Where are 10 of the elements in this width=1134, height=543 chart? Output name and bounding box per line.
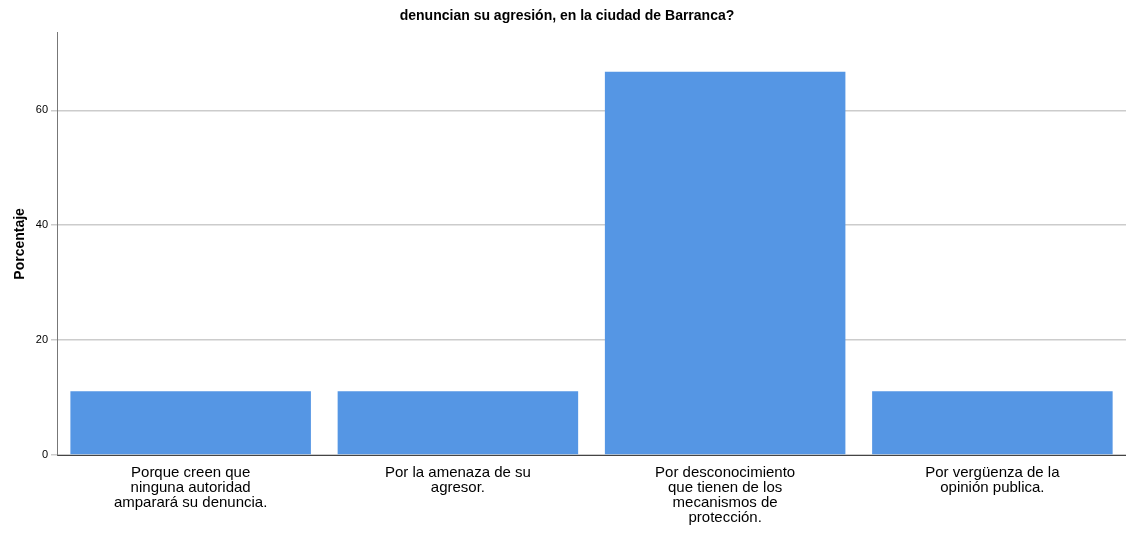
- chart-title: denuncian su agresión, en la ciudad de Barranca?: [399, 7, 735, 24]
- y-tick-label: 20: [35, 333, 49, 346]
- x-tick-label: Por la amenaza de su agresor.: [384, 462, 531, 495]
- y-tick-label: 40: [35, 218, 49, 231]
- y-tick-label: 60: [35, 103, 49, 116]
- y-tick-label: 0: [41, 448, 49, 461]
- x-tick-label: Por vergüenza de la opinión publica.: [925, 462, 1061, 495]
- x-tick-label: Porque creen que ninguna autoridad amparará su denuncia.: [113, 462, 268, 510]
- x-tick-label: Por desconocimiento que tienen de los mecanismos de protección.: [655, 462, 796, 525]
- y-axis-title: Porcentaje: [11, 207, 28, 280]
